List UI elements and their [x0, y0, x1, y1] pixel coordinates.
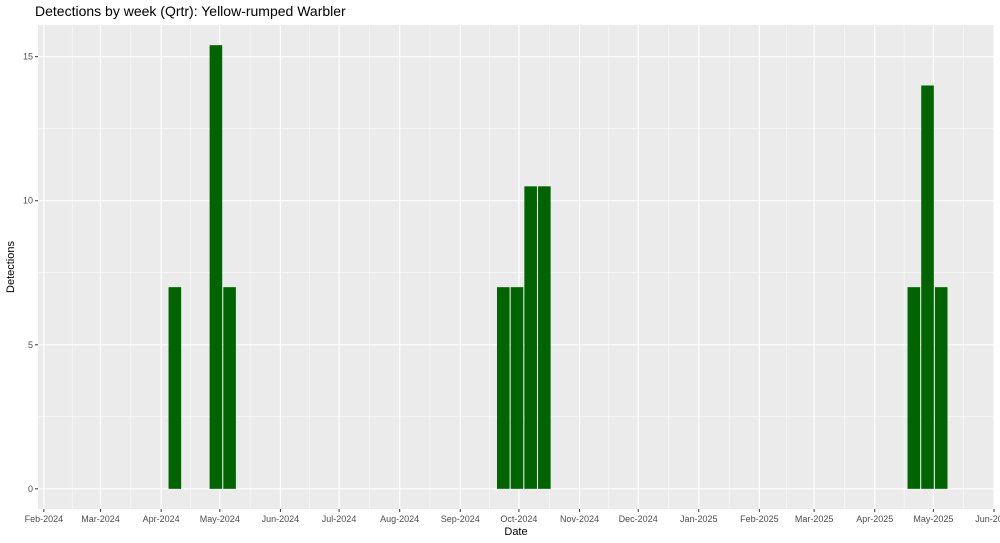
bar: [168, 287, 182, 489]
chart-title: Detections by week (Qrtr): Yellow-rumped…: [35, 3, 346, 19]
x-tick-label: Dec-2024: [619, 514, 658, 524]
y-axis-title: Detections: [5, 241, 17, 293]
bar: [934, 287, 948, 489]
x-tick-label: Jun-2025: [975, 514, 1000, 524]
y-tick-label: 15: [23, 52, 33, 62]
x-axis-title: Date: [504, 526, 527, 538]
x-tick-label: Apr-2024: [143, 514, 180, 524]
x-tick-label: Nov-2024: [560, 514, 599, 524]
bar: [524, 186, 537, 489]
x-tick-label: Feb-2024: [25, 514, 64, 524]
y-tick-label: 5: [28, 340, 33, 350]
bar: [209, 45, 223, 489]
bar: [907, 287, 921, 489]
bar: [921, 85, 934, 489]
y-tick-label: 10: [23, 196, 33, 206]
x-tick-label: Sep-2024: [441, 514, 480, 524]
x-tick-label: Jun-2024: [262, 514, 300, 524]
x-tick-label: Feb-2025: [740, 514, 779, 524]
x-tick-label: Aug-2024: [380, 514, 419, 524]
x-tick-label: Jul-2024: [322, 514, 357, 524]
x-tick-label: Oct-2024: [500, 514, 537, 524]
bar: [223, 287, 236, 489]
bar: [496, 287, 510, 489]
x-tick-label: May-2025: [913, 514, 953, 524]
x-tick-label: Mar-2024: [81, 514, 120, 524]
x-tick-label: May-2024: [200, 514, 240, 524]
x-tick-label: Apr-2025: [856, 514, 893, 524]
bar: [538, 186, 551, 489]
y-tick-label: 0: [28, 484, 33, 494]
x-tick-label: Jan-2025: [680, 514, 718, 524]
bar: [510, 287, 524, 489]
x-tick-label: Mar-2025: [795, 514, 834, 524]
